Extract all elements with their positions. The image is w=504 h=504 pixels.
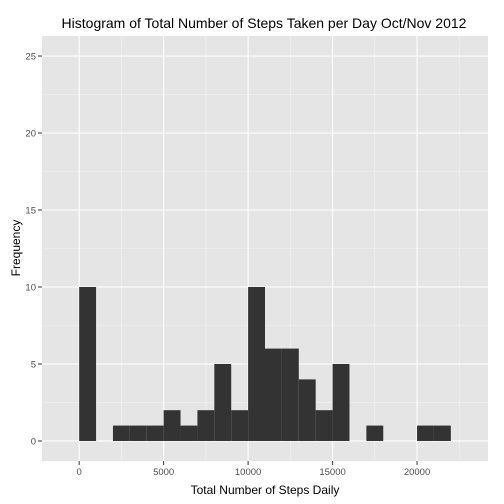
histogram-bars xyxy=(79,286,451,441)
histogram-bar xyxy=(163,410,181,441)
histogram-bar xyxy=(332,363,350,441)
y-tick-label: 25 xyxy=(25,52,36,63)
x-axis-title: Total Number of Steps Daily xyxy=(191,483,340,497)
histogram-bar xyxy=(231,410,249,441)
x-axis-ticks: 0 5000 10000 15000 20000 xyxy=(77,461,430,478)
chart-title: Histogram of Total Number of Steps Taken… xyxy=(62,15,467,31)
y-tick-label: 20 xyxy=(25,129,36,140)
y-axis-ticks: 0 5 10 15 20 25 xyxy=(25,52,42,447)
histogram-bar xyxy=(129,425,147,441)
histogram-bar xyxy=(112,425,130,441)
x-tick-label: 5000 xyxy=(153,467,174,478)
y-tick-label: 15 xyxy=(25,206,36,217)
x-tick-label: 10000 xyxy=(235,467,261,478)
x-tick-label: 15000 xyxy=(319,467,345,478)
histogram-bar xyxy=(298,379,316,441)
y-tick-label: 5 xyxy=(31,359,36,370)
histogram-bar xyxy=(248,286,265,441)
histogram-bar xyxy=(417,425,434,441)
histogram-bar xyxy=(79,286,97,441)
histogram-bar xyxy=(265,348,282,441)
y-tick-label: 10 xyxy=(25,282,36,293)
x-tick-label: 0 xyxy=(77,467,82,478)
histogram-bar xyxy=(214,363,232,441)
histogram-bar xyxy=(146,425,164,441)
histogram-bar xyxy=(433,425,451,441)
histogram-bar xyxy=(180,425,198,441)
histogram-bar xyxy=(197,410,215,441)
y-axis-title: Frequency xyxy=(9,220,23,277)
x-tick-label: 20000 xyxy=(404,467,430,478)
histogram-bar xyxy=(366,425,384,441)
y-tick-label: 0 xyxy=(31,436,36,447)
histogram-bar xyxy=(315,410,333,441)
histogram-bar xyxy=(281,348,299,441)
